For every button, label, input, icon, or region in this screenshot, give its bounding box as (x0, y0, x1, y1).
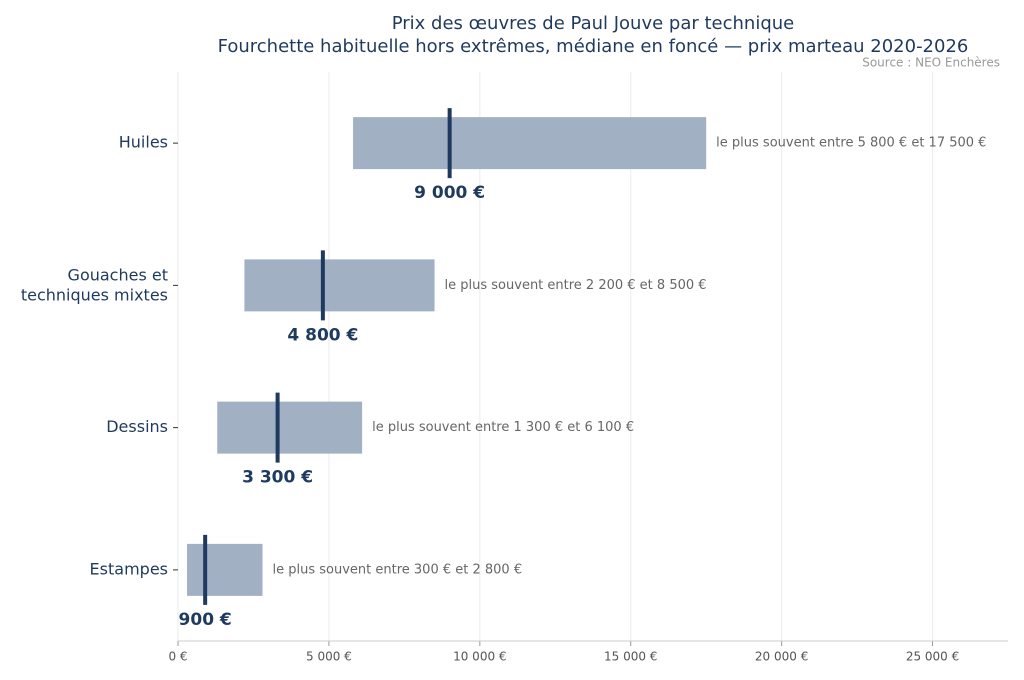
range-label: le plus souvent entre 5 800 € et 17 500 … (716, 136, 986, 151)
x-tick-label: 5 000 € (306, 650, 352, 664)
y-tick-label: Dessins (106, 417, 168, 436)
range-label: le plus souvent entre 300 € et 2 800 € (273, 562, 523, 577)
median-label: 4 800 € (287, 325, 358, 345)
x-tick-label: 15 000 € (604, 650, 657, 664)
median-label: 3 300 € (242, 468, 313, 488)
x-tick-label: 25 000 € (906, 650, 959, 664)
x-tick-label: 10 000 € (453, 650, 506, 664)
chart-subtitle: Fourchette habituelle hors extrêmes, méd… (218, 36, 969, 57)
range-label: le plus souvent entre 1 300 € et 6 100 € (372, 420, 634, 435)
median-label: 900 € (179, 610, 232, 630)
x-tick-label: 20 000 € (755, 650, 808, 664)
range-bar (187, 543, 263, 596)
range-label: le plus souvent entre 2 200 € et 8 500 € (445, 278, 707, 293)
chart-title: Prix des œuvres de Paul Jouve par techni… (392, 13, 795, 34)
range-bar (353, 117, 707, 170)
range-bar (217, 401, 363, 454)
range-bar (244, 259, 435, 312)
median-label: 9 000 € (414, 183, 485, 203)
y-tick-label: Estampes (90, 559, 168, 578)
source: Source : NEO Enchères (862, 56, 1000, 70)
y-tick-label: Gouaches et techniques mixtes (21, 265, 168, 304)
y-tick-label: Huiles (119, 133, 168, 152)
x-tick-label: 0 € (168, 650, 187, 664)
